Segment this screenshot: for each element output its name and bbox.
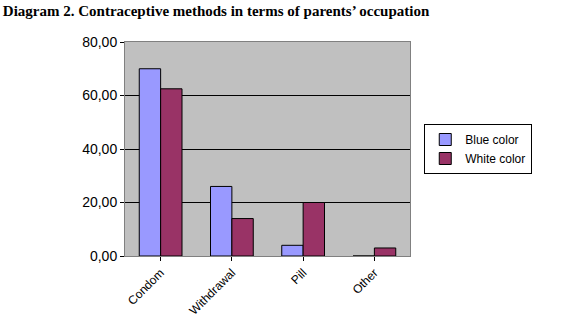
svg-text:60,00: 60,00 [82, 87, 117, 103]
svg-text:0,00: 0,00 [90, 248, 117, 264]
svg-text:Blue color: Blue color [465, 133, 518, 147]
svg-text:Diagram 2. Contraceptive metho: Diagram 2. Contraceptive methods in term… [3, 3, 430, 19]
svg-text:White color: White color [465, 152, 525, 166]
svg-text:20,00: 20,00 [82, 194, 117, 210]
svg-text:40,00: 40,00 [82, 141, 117, 157]
svg-text:Withdrawal: Withdrawal [186, 266, 238, 318]
svg-text:80,00: 80,00 [82, 34, 117, 50]
svg-text:Other: Other [350, 266, 381, 297]
svg-text:Condom: Condom [125, 266, 167, 308]
svg-text:Pill: Pill [288, 266, 309, 287]
